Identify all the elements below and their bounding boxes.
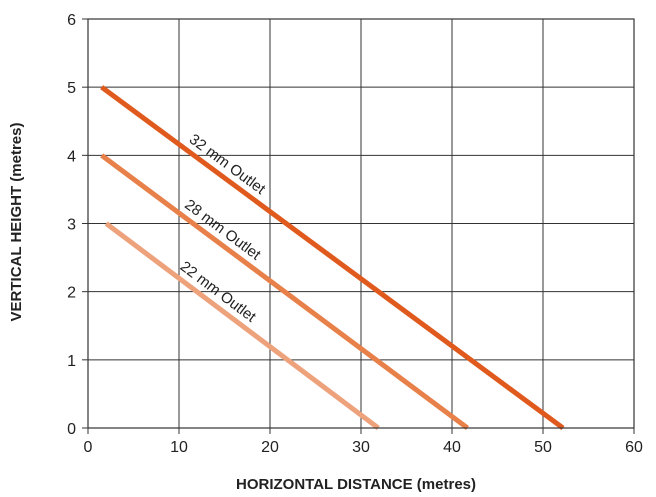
x-tick-label: 10	[170, 439, 188, 456]
x-tick-label: 20	[261, 439, 279, 456]
series-line-2	[100, 153, 469, 431]
y-tick-label: 5	[67, 80, 76, 97]
x-tick-label: 60	[625, 439, 643, 456]
y-tick-label: 1	[67, 353, 76, 370]
x-axis-ticks: 0 10 20 30 40 50 60	[84, 428, 643, 456]
series-label-1: 32 mm Outlet	[186, 131, 269, 199]
y-tick-label: 4	[67, 148, 76, 165]
series-line-1	[100, 85, 565, 431]
y-tick-label: 6	[67, 12, 76, 29]
x-tick-label: 30	[352, 439, 370, 456]
y-axis-title: VERTICAL HEIGHT (metres)	[8, 123, 25, 322]
y-tick-label: 3	[67, 217, 76, 234]
series-lines	[100, 85, 565, 431]
y-tick-label: 0	[67, 421, 76, 438]
grid	[88, 19, 634, 428]
y-axis-ticks: 0 1 2 3 4 5 6	[67, 12, 88, 438]
x-axis-title: HORIZONTAL DISTANCE (metres)	[236, 476, 476, 493]
y-tick-label: 2	[67, 285, 76, 302]
x-tick-label: 40	[443, 439, 461, 456]
x-tick-label: 0	[84, 439, 93, 456]
x-tick-label: 50	[534, 439, 552, 456]
series-label-2: 28 mm Outlet	[181, 196, 264, 264]
series-line-3	[104, 221, 380, 430]
